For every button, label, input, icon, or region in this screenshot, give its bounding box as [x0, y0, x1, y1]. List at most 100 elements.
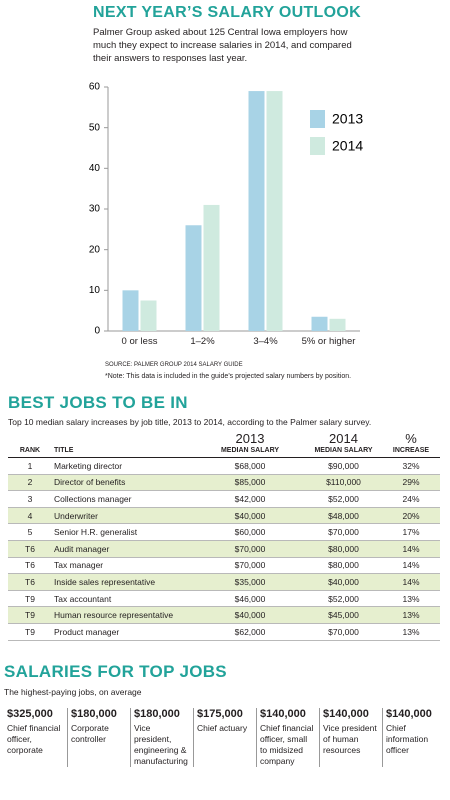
- table-cell: Marketing director: [54, 460, 123, 471]
- y-tick-label: 10: [89, 285, 101, 296]
- table-row: T9 Human resource representative $40,000 $4…: [8, 607, 440, 624]
- salary-item: $140,000 Chief financial officer, small t…: [256, 708, 319, 767]
- table-header: RANK TITLE 2013 MEDIAN SALARY 2014 MEDIAN SAL…: [8, 431, 440, 458]
- table-cell: 29%: [402, 477, 420, 488]
- chart-title: NEXT YEAR’S SALARY OUTLOOK: [93, 4, 361, 21]
- header-cell: TITLE: [52, 446, 195, 457]
- table-cell: T9: [25, 626, 35, 637]
- header-cell: % INCREASE: [382, 432, 440, 457]
- table-cell: 14%: [402, 560, 420, 571]
- bar: [329, 318, 346, 331]
- y-tick-label: 50: [89, 122, 101, 133]
- bar: [140, 300, 157, 331]
- table-cell: 14%: [402, 576, 420, 587]
- salary-title: Vice president, engineering & manufactur…: [134, 723, 188, 766]
- salary-item: $140,000 Vice president of human resource…: [319, 708, 382, 767]
- x-tick-label: 3–4%: [253, 336, 278, 347]
- salary-amount: $140,000: [386, 708, 432, 720]
- header-top: 2013: [235, 431, 265, 446]
- table-cell: Tax manager: [54, 560, 104, 571]
- table-cell: $52,000: [328, 593, 359, 604]
- salary-title: Chief information officer: [386, 723, 429, 755]
- jobs-table: RANK TITLE 2013 MEDIAN SALARY 2014 MEDIAN SAL…: [8, 431, 440, 641]
- legend-label: 2014: [332, 138, 363, 154]
- table-cell: 3: [27, 493, 33, 504]
- table-cell: T6: [25, 560, 35, 571]
- table-cell: 5: [27, 527, 33, 538]
- table-cell: 4: [27, 510, 33, 521]
- bar: [203, 204, 220, 331]
- salary-item: $180,000 Corporate controller: [67, 708, 130, 767]
- header-bottom: MEDIAN SALARY: [314, 447, 373, 454]
- table-cell: Human resource representative: [54, 610, 174, 621]
- table-cell: $42,000: [234, 493, 266, 504]
- table-cell: $40,000: [234, 610, 266, 621]
- salary-amount: $140,000: [323, 708, 369, 720]
- salary-amount: $175,000: [197, 708, 243, 720]
- table-cell: T6: [25, 576, 35, 587]
- table-cell: Director of benefits: [54, 477, 126, 488]
- table-cell: Audit manager: [54, 543, 110, 554]
- table-row: T9 Tax accountant $46,000 $52,000 13%: [8, 591, 440, 608]
- table-cell: $110,000: [326, 477, 361, 488]
- salary-amount: $180,000: [71, 708, 117, 720]
- chart: 0 10 20 30 40 50 60 2013 2014: [89, 82, 363, 337]
- source: SOURCE: PALMER GROUP 2014 SALARY GUIDE: [105, 362, 243, 368]
- table-cell: $62,000: [234, 626, 266, 637]
- y-tick-label: 0: [94, 326, 100, 337]
- legend-swatch: [310, 137, 325, 155]
- bar: [266, 91, 283, 331]
- salary-title: Chief actuary: [197, 723, 248, 733]
- table-cell: Underwriter: [54, 510, 98, 521]
- salary-item: $140,000 Chief information officer: [382, 708, 445, 767]
- table-cell: 20%: [402, 510, 420, 521]
- header-cell: 2014 MEDIAN SALARY: [305, 432, 382, 457]
- header-bottom: MEDIAN SALARY: [220, 447, 280, 454]
- table-cell: $60,000: [234, 527, 266, 538]
- table-cell: $70,000: [328, 527, 359, 538]
- table-cell: $90,000: [328, 460, 359, 471]
- bar: [248, 91, 265, 331]
- salary-item: $180,000 Vice president, engineering & ma…: [130, 708, 193, 767]
- table-cell: Tax accountant: [54, 593, 112, 604]
- salary-title: Chief financial officer, small to midsiz…: [260, 723, 314, 766]
- table-row: 3 Collections manager $42,000 $52,000 24%: [8, 491, 440, 508]
- salaries-title: SALARIES FOR TOP JOBS: [4, 662, 227, 681]
- table-cell: $52,000: [328, 493, 359, 504]
- x-tick-label: 1–2%: [190, 336, 215, 347]
- table-cell: 17%: [402, 527, 420, 538]
- table-row: 4 Underwriter $40,000 $48,000 20%: [8, 507, 440, 525]
- x-tick-label: 0 or less: [121, 336, 158, 347]
- y-tick-label: 40: [89, 163, 101, 174]
- y-tick-label: 60: [89, 82, 101, 93]
- x-tick-label: 5% or higher: [301, 336, 356, 347]
- salary-item: $175,000 Chief actuary: [193, 708, 256, 767]
- table-row: 2 Director of benefits $85,000 $110,000 29%: [8, 474, 440, 492]
- salary-title: Vice president of human resources: [323, 723, 377, 755]
- y-tick-label: 30: [89, 204, 101, 215]
- header-bottom: INCREASE: [392, 447, 430, 454]
- salary-title: Chief financial officer, corporate: [7, 723, 61, 755]
- bar: [185, 225, 202, 331]
- table-cell: $70,000: [234, 543, 266, 554]
- table-row: T6 Tax manager $70,000 $80,000 14%: [8, 558, 440, 575]
- header-bottom: RANK: [19, 447, 41, 454]
- salary-amount: $180,000: [134, 708, 180, 720]
- legend-label: 2013: [332, 111, 363, 127]
- table-cell: 13%: [402, 593, 420, 604]
- table-row: T6 Audit manager $70,000 $80,000 14%: [8, 540, 440, 558]
- table-cell: Product manager: [54, 626, 120, 637]
- table-cell: $85,000: [234, 477, 266, 488]
- table-row: 5 Senior H.R. generalist $60,000 $70,000 17%: [8, 524, 440, 541]
- table-row: T6 Inside sales representative $35,000 $40,…: [8, 574, 440, 591]
- jobs-title: BEST JOBS TO BE IN: [8, 393, 188, 412]
- table-cell: T9: [25, 593, 35, 604]
- table-cell: $68,000: [234, 460, 266, 471]
- table-cell: T9: [25, 610, 35, 621]
- table-cell: $40,000: [234, 510, 266, 521]
- salaries-subtitle: The highest-paying jobs, on average: [4, 687, 142, 697]
- note: *Note: This data is included in the guid…: [105, 373, 352, 380]
- table-cell: $80,000: [328, 543, 359, 554]
- salary-title: Corporate controller: [71, 723, 109, 744]
